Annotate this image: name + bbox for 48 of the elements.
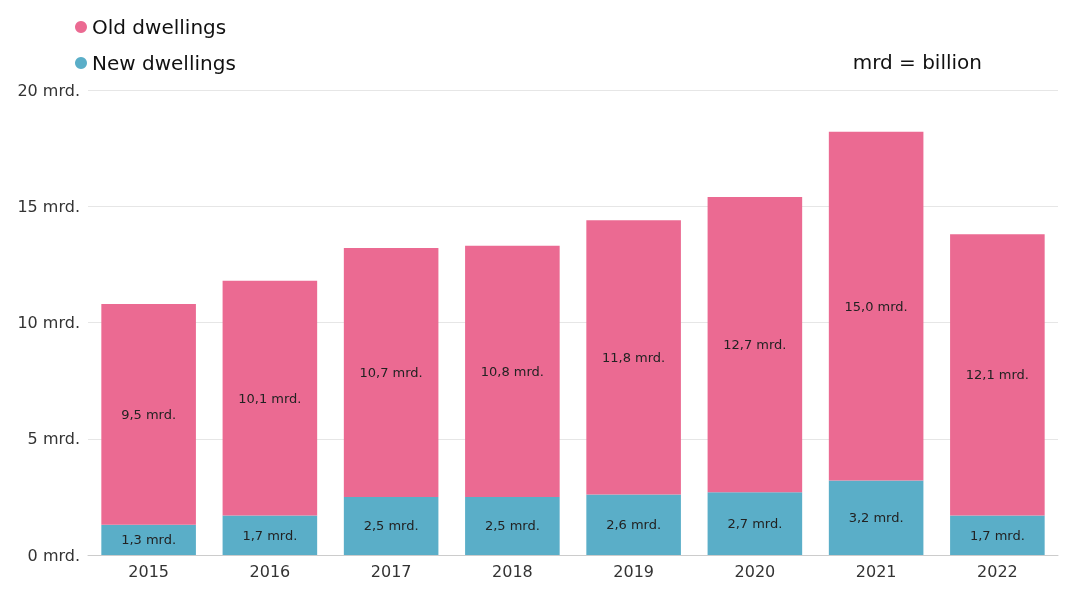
- bar: [101, 303, 196, 525]
- data-label: 10,8 mrd.: [480, 363, 544, 379]
- bar: [828, 131, 924, 481]
- bar: [222, 515, 318, 555]
- x-tick-label: 2021: [855, 561, 897, 581]
- x-tick-label: 2018: [492, 561, 533, 581]
- bar: [343, 248, 439, 497]
- legend-label: Old dwellings: [92, 15, 227, 39]
- x-tick-label: 2020: [734, 561, 776, 581]
- data-label: 15,0 mrd.: [844, 298, 908, 314]
- bar: [707, 196, 803, 493]
- text: mrd = billion: [852, 50, 982, 74]
- data-label: 3,2 mrd.: [848, 510, 904, 526]
- data-label: 1,7 mrd.: [242, 527, 298, 543]
- y-tick-label: 0 mrd.: [27, 545, 80, 565]
- x-tick-label: 2015: [128, 561, 169, 581]
- bar: [707, 492, 803, 555]
- data-label: 1,3 mrd.: [121, 532, 177, 548]
- data-label: 1,7 mrd.: [969, 527, 1025, 543]
- data-label: 2,7 mrd.: [727, 516, 783, 532]
- x-tick-label: 2019: [613, 561, 654, 581]
- bar: [222, 280, 318, 516]
- data-label: 12,7 mrd.: [723, 337, 787, 353]
- bar: [828, 480, 924, 555]
- bar: [343, 496, 439, 555]
- y-tick-label: 10 mrd.: [17, 313, 80, 332]
- data-label: 12,1 mrd.: [965, 367, 1029, 383]
- y-tick-label: 20 mrd.: [17, 80, 80, 100]
- bar: [465, 245, 560, 497]
- y-tick-label: 15 mrd.: [17, 196, 80, 216]
- bar: [950, 515, 1045, 555]
- bar: [950, 234, 1045, 516]
- x-tick-label: 2022: [977, 561, 1018, 581]
- x-tick-label: 2016: [249, 561, 291, 581]
- data-label: 10,7 mrd.: [359, 364, 423, 380]
- bar: [465, 496, 560, 555]
- data-label: 2,6 mrd.: [606, 517, 662, 533]
- legend-label: New dwellings: [92, 51, 236, 75]
- data-label: 2,5 mrd.: [363, 518, 419, 534]
- bar: [586, 220, 681, 495]
- bar: [586, 494, 681, 555]
- x-tick-label: 2017: [370, 561, 412, 581]
- data-label: 2,5 mrd.: [484, 518, 540, 534]
- data-label: 9,5 mrd.: [121, 406, 177, 422]
- y-tick-label: 5 mrd.: [27, 429, 80, 449]
- data-label: 10,1 mrd.: [238, 390, 302, 406]
- bar: [101, 524, 196, 555]
- data-label: 11,8 mrd.: [602, 349, 666, 365]
